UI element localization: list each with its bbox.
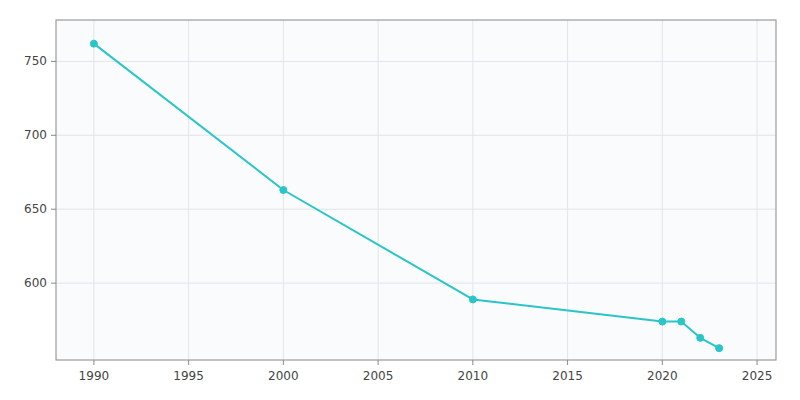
point: [280, 187, 287, 194]
y-grid-line: [56, 135, 776, 136]
chart-svg: 1990 1995 2000 2005 2010 2015 2020 2025 600 650 70…: [0, 0, 800, 400]
x-grid-line: [757, 20, 758, 360]
x-tick-label: 1995: [173, 369, 204, 383]
x-tick: [472, 360, 473, 365]
plot-frame: [56, 20, 776, 360]
x-tick: [378, 360, 379, 365]
x-tick: [93, 360, 94, 365]
x-grid-line: [378, 20, 379, 360]
x-tick: [662, 360, 663, 365]
data-marks: [90, 40, 722, 352]
point: [659, 318, 666, 325]
y-tick: [51, 209, 56, 210]
x-grid-line: [567, 20, 568, 360]
y-tick-label: 750: [24, 54, 47, 68]
x-grid-line: [188, 20, 189, 360]
point: [716, 345, 723, 352]
x-tick-label: 2015: [552, 369, 583, 383]
y-tick-label: 650: [24, 202, 47, 216]
grid: [51, 20, 776, 365]
x-tick-label: 2000: [268, 369, 299, 383]
x-tick-label: 2020: [647, 369, 678, 383]
y-tick-label: 700: [24, 128, 47, 142]
x-tick-label: 2005: [363, 369, 394, 383]
point: [697, 334, 704, 341]
y-tick: [51, 283, 56, 284]
y-tick: [51, 135, 56, 136]
x-tick: [188, 360, 189, 365]
x-grid-line: [93, 20, 94, 360]
plot-background: [56, 20, 776, 360]
y-grid-line: [56, 283, 776, 284]
point: [678, 318, 685, 325]
point: [469, 296, 476, 303]
y-grid-line: [56, 209, 776, 210]
x-tick: [567, 360, 568, 365]
y-grid-line: [56, 61, 776, 62]
x-tick: [757, 360, 758, 365]
point: [90, 40, 97, 47]
line: [94, 44, 719, 349]
tick-labels: 1990 1995 2000 2005 2010 2015 2020 2025 600 650 70…: [24, 54, 772, 383]
y-tick-label: 600: [24, 276, 47, 290]
y-tick: [51, 61, 56, 62]
x-grid-line: [472, 20, 473, 360]
x-tick-label: 1990: [79, 369, 110, 383]
x-tick-label: 2010: [458, 369, 489, 383]
x-tick: [283, 360, 284, 365]
chart-container: 1990 1995 2000 2005 2010 2015 2020 2025 600 650 70…: [0, 0, 800, 400]
x-grid-line: [662, 20, 663, 360]
x-tick-label: 2025: [742, 369, 773, 383]
